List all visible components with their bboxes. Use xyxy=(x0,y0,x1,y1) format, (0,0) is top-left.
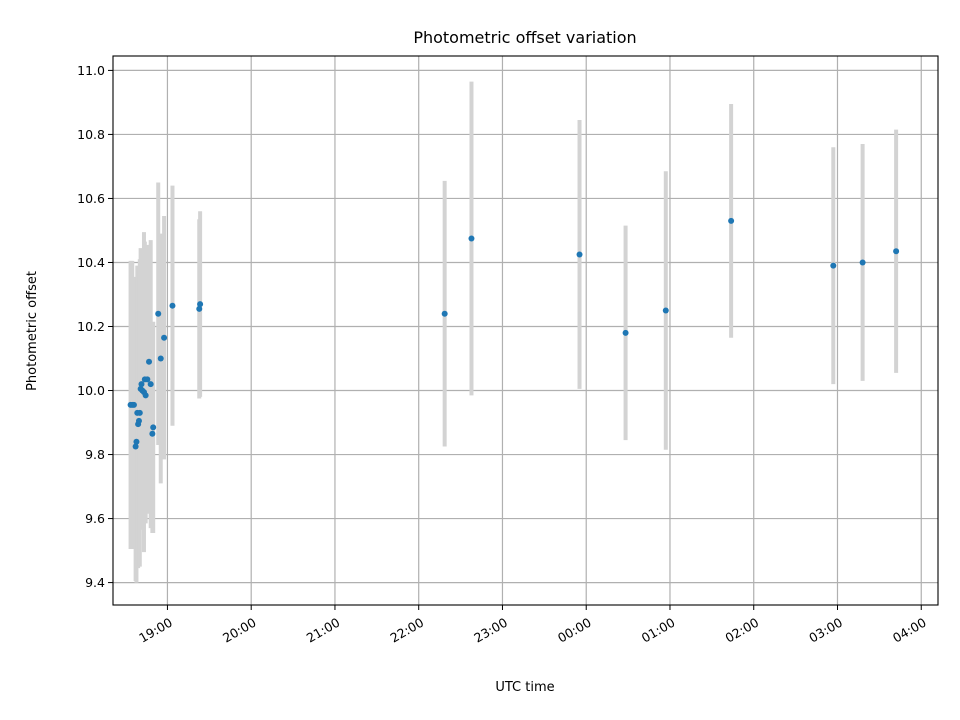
data-point xyxy=(150,424,157,431)
data-point xyxy=(169,302,176,309)
grid xyxy=(113,56,938,605)
x-tick-label: 23:00 xyxy=(471,615,510,646)
y-tick-label: 9.6 xyxy=(85,511,105,526)
data-point xyxy=(149,430,156,437)
data-point xyxy=(622,329,629,336)
y-tick-label: 10.0 xyxy=(77,383,105,398)
data-point xyxy=(136,409,143,416)
y-tick-label: 11.0 xyxy=(77,63,105,78)
x-tick-label: 04:00 xyxy=(890,615,929,646)
data-point xyxy=(859,259,866,266)
data-point xyxy=(893,248,900,255)
x-tick-label: 02:00 xyxy=(723,615,762,646)
data-point xyxy=(161,334,168,341)
data-point xyxy=(138,381,145,388)
data-point xyxy=(830,262,837,269)
data-point xyxy=(196,305,203,312)
x-tick-label: 01:00 xyxy=(639,615,678,646)
data-point xyxy=(132,443,139,450)
data-point xyxy=(157,355,164,362)
data-point xyxy=(662,307,669,314)
data-point xyxy=(147,381,154,388)
x-tick-label: 19:00 xyxy=(136,615,175,646)
data-point xyxy=(130,401,137,408)
y-axis-label: Photometric offset xyxy=(25,271,40,391)
x-tick-label: 20:00 xyxy=(220,615,259,646)
data-point xyxy=(135,417,142,424)
y-tick-label: 9.8 xyxy=(85,447,105,462)
x-tick-label: 21:00 xyxy=(304,615,343,646)
plot-frame xyxy=(112,55,939,606)
x-ticks: 19:00 20:00 21:00 22:00 23:00 00:00 01:00 02:00… xyxy=(136,605,929,646)
y-tick-label: 10.4 xyxy=(77,255,105,270)
data-point xyxy=(133,438,140,445)
x-axis-label: UTC time xyxy=(495,680,554,695)
data-point xyxy=(144,376,151,383)
x-tick-label: 00:00 xyxy=(555,615,594,646)
data-points xyxy=(127,217,900,450)
data-point xyxy=(468,235,475,242)
y-tick-label: 10.6 xyxy=(77,191,105,206)
y-tick-label: 9.4 xyxy=(85,575,105,590)
chart-title: Photometric offset variation xyxy=(413,28,636,47)
data-point xyxy=(441,310,448,317)
data-point xyxy=(155,310,162,317)
data-point xyxy=(197,301,204,308)
error-bars xyxy=(128,81,899,583)
y-tick-label: 10.2 xyxy=(77,319,105,334)
x-tick-label: 03:00 xyxy=(806,615,845,646)
data-point xyxy=(728,217,735,224)
y-ticks: 9.4 9.6 9.8 10.0 10.2 10.4 10.6 10.8 11.0 xyxy=(77,63,113,590)
data-point xyxy=(576,251,583,258)
y-tick-label: 10.8 xyxy=(77,127,105,142)
x-tick-label: 22:00 xyxy=(388,615,427,646)
data-point xyxy=(142,392,149,399)
data-point xyxy=(146,358,153,365)
